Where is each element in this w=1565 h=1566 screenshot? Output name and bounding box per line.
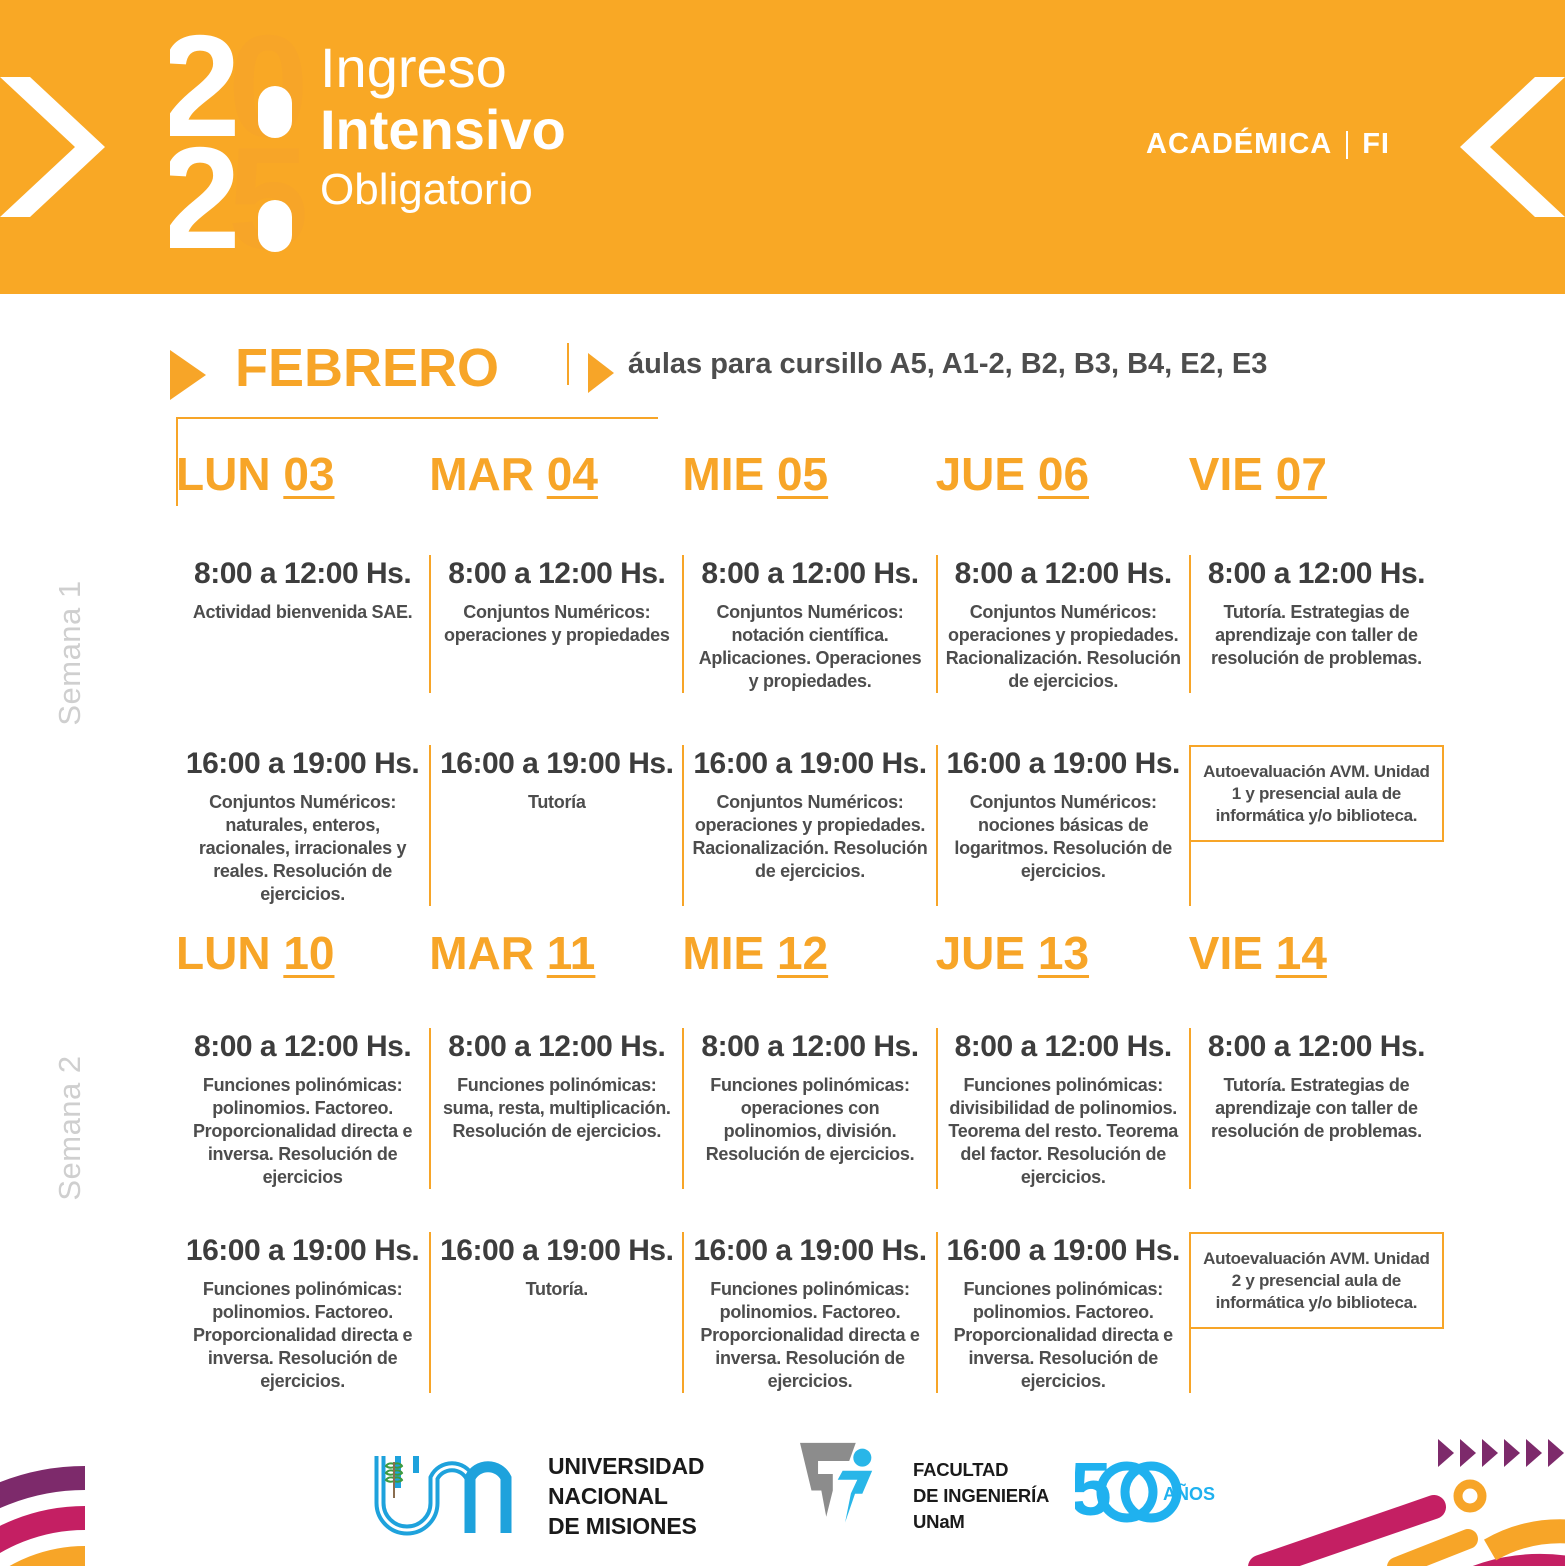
- svg-text:5: 5: [1075, 1452, 1112, 1531]
- svg-text:AÑOS: AÑOS: [1163, 1483, 1215, 1504]
